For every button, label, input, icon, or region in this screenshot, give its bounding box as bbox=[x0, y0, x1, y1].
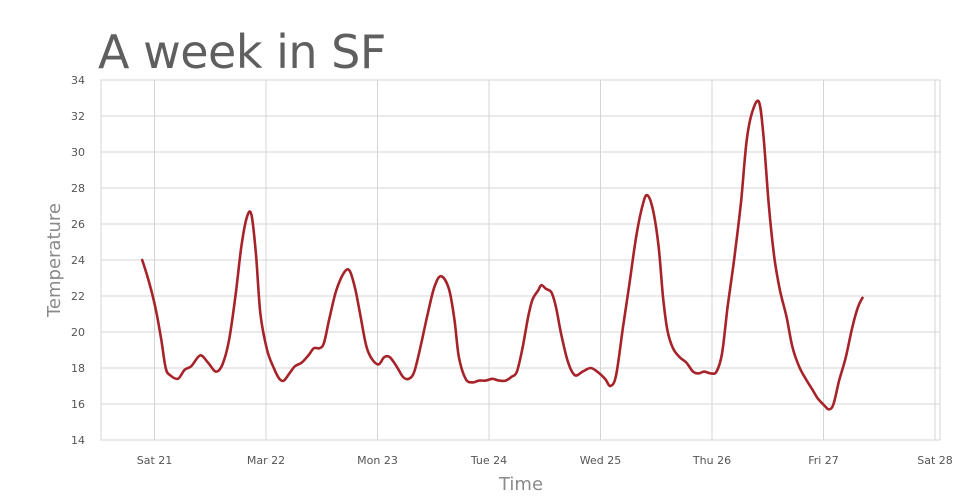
x-tick-label: Mar 22 bbox=[247, 454, 285, 467]
chart-title: A week in SF bbox=[98, 25, 386, 79]
x-tick-label: Thu 26 bbox=[692, 454, 731, 467]
y-axis-title: Temperature bbox=[44, 203, 65, 318]
x-tick-label: Sat 28 bbox=[917, 454, 953, 467]
x-axis-ticks: Sat 21 Mar 22 Mon 23 Tue 24 Wed 25 Thu 26 Fri … bbox=[137, 454, 953, 467]
x-tick-label: Fri 27 bbox=[808, 454, 839, 467]
y-tick-label: 26 bbox=[71, 218, 85, 231]
y-tick-label: 34 bbox=[71, 74, 85, 87]
y-tick-label: 28 bbox=[71, 182, 85, 195]
x-tick-label: Mon 23 bbox=[357, 454, 398, 467]
y-tick-label: 22 bbox=[71, 290, 85, 303]
y-tick-label: 20 bbox=[71, 326, 85, 339]
y-tick-label: 32 bbox=[71, 110, 85, 123]
temperature-line bbox=[140, 99, 864, 411]
y-axis-ticks: 14 16 18 20 22 24 26 28 30 32 34 bbox=[71, 74, 85, 447]
y-tick-label: 14 bbox=[71, 434, 85, 447]
x-tick-label: Tue 24 bbox=[470, 454, 507, 467]
y-tick-label: 18 bbox=[71, 362, 85, 375]
x-axis-title: Time bbox=[498, 474, 543, 495]
y-tick-label: 30 bbox=[71, 146, 85, 159]
plot-frame bbox=[100, 79, 941, 441]
y-tick-label: 24 bbox=[71, 254, 85, 267]
y-tick-label: 16 bbox=[71, 398, 85, 411]
x-tick-label: Wed 25 bbox=[580, 454, 621, 467]
x-tick-label: Sat 21 bbox=[137, 454, 173, 467]
grid bbox=[101, 79, 940, 441]
